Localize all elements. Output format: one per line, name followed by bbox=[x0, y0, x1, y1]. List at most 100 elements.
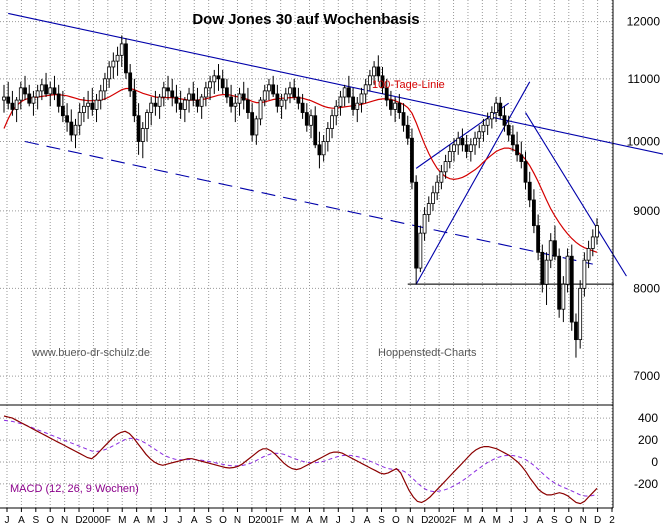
x-tick-label: F bbox=[450, 515, 456, 524]
candle-body bbox=[401, 112, 406, 126]
candle-body bbox=[553, 240, 557, 257]
candle-body bbox=[481, 124, 486, 133]
candle-body bbox=[309, 115, 313, 126]
candle-body bbox=[363, 84, 368, 95]
candle-body bbox=[77, 112, 82, 126]
candle-body bbox=[220, 78, 225, 89]
candle-body bbox=[393, 102, 398, 110]
y-tick-label: 10000 bbox=[627, 135, 661, 149]
candle-body bbox=[82, 105, 86, 113]
x-tick-label: O bbox=[565, 515, 573, 524]
candle-body bbox=[384, 87, 389, 101]
candle-body bbox=[435, 181, 440, 194]
x-tick-label: O bbox=[392, 515, 400, 524]
candle-body bbox=[464, 144, 469, 152]
candle-body bbox=[203, 87, 208, 98]
candle-body bbox=[283, 93, 288, 101]
candle-body bbox=[254, 118, 259, 136]
candle-body bbox=[376, 66, 381, 77]
candle-body bbox=[565, 255, 570, 285]
candle-body bbox=[595, 225, 599, 238]
x-tick-label: F bbox=[105, 515, 111, 524]
candle-body bbox=[422, 214, 427, 234]
chart-title: Dow Jones 30 auf Wochenbasis bbox=[192, 11, 419, 28]
candle-body bbox=[389, 99, 393, 110]
candle-body bbox=[208, 81, 212, 89]
candle-body bbox=[574, 321, 578, 341]
candle-body bbox=[119, 43, 124, 56]
candle-body bbox=[212, 75, 217, 83]
candle-body bbox=[107, 66, 112, 80]
y-tick-label: 9000 bbox=[633, 204, 660, 218]
grid bbox=[0, 0, 613, 512]
x-tick-label: N bbox=[580, 515, 587, 524]
candle-body bbox=[447, 151, 452, 162]
candle-body bbox=[111, 60, 116, 68]
candle-body bbox=[153, 102, 158, 107]
candle-body bbox=[2, 96, 6, 101]
x-tick-label: 2001 bbox=[255, 515, 278, 524]
candle-body bbox=[313, 115, 318, 146]
candle-body bbox=[426, 203, 431, 215]
x-tick-label: J bbox=[350, 515, 355, 524]
candle-body bbox=[18, 87, 23, 101]
candle-body bbox=[342, 87, 347, 98]
candle-body bbox=[10, 102, 15, 110]
candle-body bbox=[73, 124, 78, 136]
candle-body bbox=[182, 99, 187, 110]
candle-body bbox=[6, 96, 11, 104]
y-tick-label: 11000 bbox=[628, 72, 661, 86]
x-tick-label: A bbox=[537, 515, 544, 524]
candle-body bbox=[498, 102, 503, 117]
candle-body bbox=[494, 102, 498, 113]
candle-body bbox=[346, 87, 351, 98]
candle-body bbox=[544, 259, 549, 285]
x-tick-label: J bbox=[177, 515, 182, 524]
candle-body bbox=[23, 87, 27, 95]
x-tick-label: S bbox=[378, 515, 385, 524]
x-tick-label: 2002 bbox=[428, 515, 451, 524]
candle-body bbox=[267, 84, 271, 92]
macd-tick-label: 0 bbox=[651, 455, 658, 469]
macd-group bbox=[3, 415, 598, 505]
candle-body bbox=[225, 87, 229, 98]
trendline-channel-upper bbox=[8, 12, 663, 155]
candle-body bbox=[532, 199, 536, 227]
candle-body bbox=[452, 144, 456, 152]
x-tick-label: N bbox=[234, 515, 241, 524]
ma-line bbox=[3, 87, 598, 253]
candle-body bbox=[145, 112, 149, 129]
candle-body bbox=[149, 102, 154, 113]
x-tick-label: N bbox=[61, 515, 68, 524]
x-tick-label: M bbox=[118, 515, 126, 524]
candle-body bbox=[191, 93, 196, 101]
candle-body bbox=[246, 99, 250, 113]
macd-tick-label: 200 bbox=[638, 433, 658, 447]
x-tick-label: J bbox=[5, 515, 10, 524]
candle-body bbox=[405, 124, 410, 139]
candle-body bbox=[296, 96, 301, 104]
candle-body bbox=[35, 90, 40, 98]
candle-body bbox=[317, 144, 322, 156]
candle-body bbox=[372, 66, 376, 77]
candle-body bbox=[536, 225, 541, 253]
candle-body bbox=[69, 121, 74, 136]
x-tick-label: D bbox=[594, 515, 601, 524]
candle-body bbox=[279, 99, 284, 107]
trendline-fall bbox=[525, 112, 627, 277]
candle-body bbox=[506, 124, 511, 136]
x-tick-label: A bbox=[191, 515, 198, 524]
candle-body bbox=[166, 87, 170, 92]
candle-body bbox=[523, 161, 528, 183]
ma-line-group bbox=[3, 87, 598, 253]
candle-body bbox=[216, 75, 221, 80]
candle-body bbox=[94, 99, 99, 110]
candle-body bbox=[485, 118, 490, 126]
x-tick-label: M bbox=[291, 515, 299, 524]
candle-body bbox=[178, 102, 183, 110]
candle-body bbox=[334, 105, 339, 117]
watermark-text: www.buero-dr-schulz.de bbox=[31, 347, 150, 359]
candle-body bbox=[86, 102, 91, 107]
candle-body bbox=[103, 78, 107, 92]
